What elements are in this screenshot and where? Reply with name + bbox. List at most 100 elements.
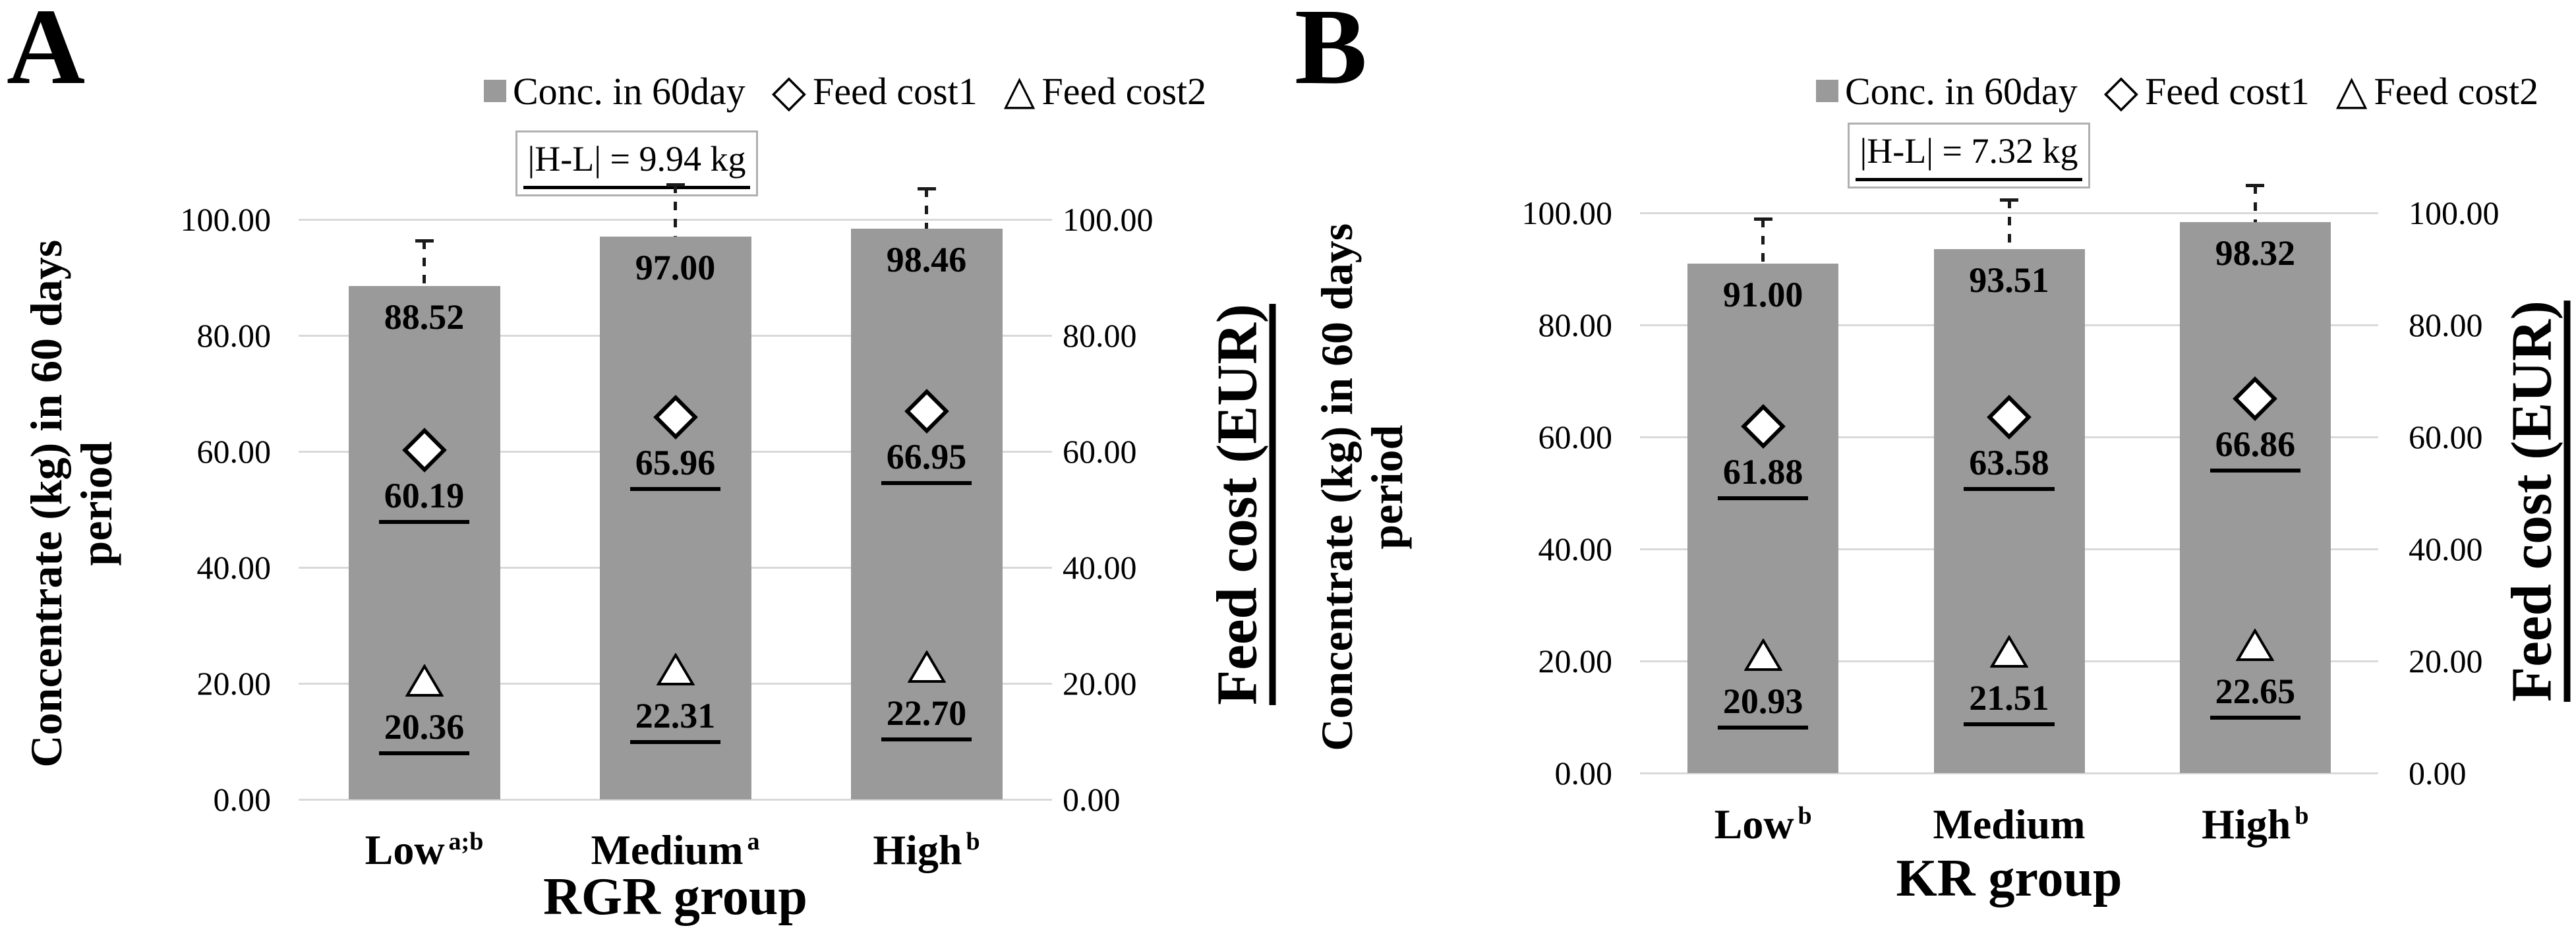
y-axis-tick-right: 100.00	[2409, 194, 2500, 231]
panel-a: A Conc. in 60day ◇ Feed cost1 △ Feed cost2 |…	[7, 0, 1269, 926]
legend-item: △ Feed cost2	[2336, 69, 2538, 113]
feed-cost1-value-label: 61.88	[1658, 451, 1869, 501]
y-axis-tick-left: 20.00	[196, 665, 272, 702]
y-axis-title-left-line2: period	[1362, 424, 1412, 550]
bar-value-label: 93.51	[1969, 260, 2049, 301]
y-axis-tick-right: 60.00	[1063, 433, 1137, 470]
bar-value-label: 98.46	[886, 239, 967, 279]
error-bar-cap	[2246, 184, 2265, 188]
y-axis-tick-left: 0.00	[213, 781, 272, 818]
feed-cost2-marker	[1989, 635, 2029, 672]
y-axis-tick-left: 0.00	[1554, 755, 1613, 791]
hl-annotation-box: |H-L| = 7.32 kg	[1848, 123, 2090, 188]
feed-cost2-marker	[906, 650, 947, 687]
y-axis-title-left-line1: Concentrate (kg) in 60 days	[20, 239, 71, 768]
y-axis-tick-right: 80.00	[1063, 317, 1137, 354]
y-axis-title-left: Concentrate (kg) in 60 days period	[1312, 158, 1412, 817]
y-axis-title-left-line2: period	[71, 441, 121, 566]
panel-letter: A	[7, 0, 86, 107]
y-axis-tick-left: 100.00	[180, 201, 272, 238]
y-axis-tick-right: 40.00	[1063, 549, 1137, 586]
y-axis-tick-left: 40.00	[196, 549, 272, 586]
error-bar	[2253, 185, 2257, 223]
y-axis-title-left-line1: Concentrate (kg) in 60 days	[1311, 223, 1362, 751]
y-axis-title-left: Concentrate (kg) in 60 days period	[21, 174, 121, 833]
feed-cost2-marker	[404, 663, 444, 701]
y-axis-tick-right: 0.00	[1063, 781, 1121, 818]
bar	[1687, 263, 1839, 773]
x-axis-title: KR group	[1896, 849, 2122, 907]
feed-cost2-value-label: 21.51	[1904, 677, 2115, 727]
hl-annotation-text: |H-L| = 7.32 kg	[1856, 130, 2082, 181]
x-axis-title: RGR group	[543, 868, 807, 926]
x-category-label: Low a;b	[365, 826, 484, 873]
diamond-marker-icon: ◇	[2103, 66, 2139, 116]
legend-label: Conc. in 60day	[513, 69, 746, 113]
feed-cost2-value-label: 22.31	[570, 695, 781, 744]
panel-letter: B	[1295, 0, 1368, 107]
error-bar	[2007, 199, 2011, 250]
bar	[348, 286, 500, 799]
legend: Conc. in 60day ◇ Feed cost1 △ Feed cost2	[484, 63, 1206, 119]
y-axis-tick-right: 80.00	[2409, 306, 2483, 343]
feed-cost1-value-label: 66.86	[2150, 424, 2360, 473]
error-bar-cap	[2000, 198, 2018, 202]
gridline	[1640, 772, 2378, 774]
feed-cost2-marker	[655, 652, 695, 689]
legend-label: Feed cost2	[1041, 69, 1207, 113]
feed-cost2-value-label: 20.93	[1658, 681, 1869, 730]
y-axis-tick-right: 100.00	[1063, 201, 1154, 238]
error-bar-cap	[666, 183, 685, 187]
y-axis-tick-left: 60.00	[1538, 418, 1613, 455]
feed-cost1-value-label: 60.19	[319, 475, 530, 525]
bar-value-label: 98.32	[2215, 233, 2296, 273]
legend-label: Conc. in 60day	[1845, 69, 2078, 113]
legend-item: ◇ Feed cost1	[772, 69, 978, 113]
legend-label: Feed cost1	[813, 69, 978, 113]
bar-value-label: 91.00	[1722, 274, 1803, 314]
legend-label: Feed cost2	[2374, 69, 2539, 113]
legend-label: Feed cost1	[2145, 69, 2310, 113]
bar-value-label: 97.00	[635, 248, 716, 288]
bar	[2179, 222, 2331, 773]
triangle-marker-icon: △	[1003, 69, 1036, 113]
feed-cost2-marker	[1743, 638, 1783, 675]
error-bar	[674, 185, 677, 237]
bar	[1933, 249, 2085, 773]
error-bar-cap	[1753, 217, 1772, 221]
x-category-label: Medium	[1933, 801, 2086, 848]
bar	[850, 228, 1003, 799]
diamond-marker-icon: ◇	[771, 66, 807, 116]
error-bar	[423, 240, 426, 287]
y-axis-tick-right: 0.00	[2409, 755, 2467, 791]
error-bar-cap	[415, 239, 434, 243]
legend-item: Conc. in 60day	[1816, 69, 2078, 113]
bar-value-label: 88.52	[384, 297, 465, 337]
feed-cost1-value-label: 66.95	[821, 436, 1032, 485]
x-category-label: High b	[2202, 801, 2309, 848]
y-axis-tick-right: 40.00	[2409, 531, 2483, 567]
y-axis-tick-right: 20.00	[2409, 643, 2483, 679]
bar-series-swatch	[484, 80, 506, 102]
hl-annotation-box: |H-L| = 9.94 kg	[515, 130, 758, 196]
error-bar	[925, 188, 928, 229]
panel-b: B Conc. in 60day ◇ Feed cost1 △ Feed cost2 |…	[1288, 0, 2576, 949]
feed-cost1-value-label: 65.96	[570, 442, 781, 491]
feed-cost2-value-label: 20.36	[319, 706, 530, 755]
y-axis-tick-right: 20.00	[1063, 665, 1137, 702]
bar-series-swatch	[1816, 80, 1838, 102]
x-category-label: High b	[873, 826, 980, 873]
y-axis-tick-left: 40.00	[1538, 531, 1613, 567]
feed-cost2-value-label: 22.70	[821, 693, 1032, 742]
y-axis-tick-left: 20.00	[1538, 643, 1613, 679]
error-bar	[1761, 219, 1765, 264]
y-axis-tick-left: 80.00	[196, 317, 272, 354]
y-axis-tick-right: 60.00	[2409, 418, 2483, 455]
hl-annotation-text: |H-L| = 9.94 kg	[523, 138, 750, 189]
x-category-label: Medium a	[591, 826, 760, 873]
y-axis-tick-left: 80.00	[1538, 306, 1613, 343]
legend: Conc. in 60day ◇ Feed cost1 △ Feed cost2	[1816, 63, 2538, 119]
y-axis-tick-left: 60.00	[196, 433, 272, 470]
bar	[599, 237, 751, 799]
gridline	[299, 799, 1052, 801]
